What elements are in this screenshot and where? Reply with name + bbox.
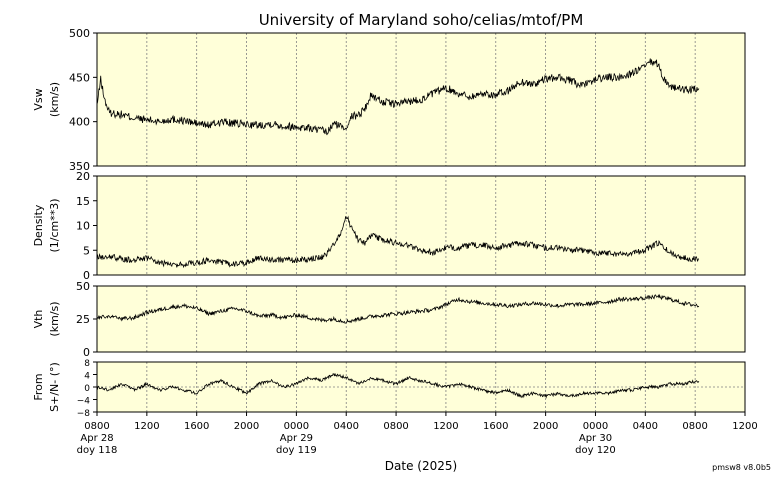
x-tick-label: 2000 [234, 421, 259, 432]
date-label: Apr 29 [280, 433, 313, 444]
x-tick-label: 0800 [84, 421, 109, 432]
panel-background [97, 33, 745, 166]
x-tick-label: 0000 [284, 421, 309, 432]
y-tick-label: 50 [76, 280, 90, 293]
y-tick-label: 0 [83, 346, 90, 359]
y-axis-label: (km/s) [48, 82, 61, 117]
x-tick-label: 0000 [583, 421, 608, 432]
x-tick-label: 1200 [433, 421, 458, 432]
x-tick-label: 1200 [134, 421, 159, 432]
y-tick-label: 8 [84, 359, 90, 369]
doy-label: doy 118 [77, 445, 118, 456]
y-tick-label: −8 [77, 409, 91, 419]
x-tick-label: 1600 [483, 421, 508, 432]
y-tick-label: 0 [83, 269, 90, 282]
x-tick-label: 0400 [633, 421, 658, 432]
data-trace [97, 215, 700, 269]
version-footer: pmsw8 v8.0b5 [712, 463, 771, 472]
x-tick-label: 0800 [383, 421, 408, 432]
y-axis-label: Vsw [32, 88, 45, 110]
panel-background [97, 286, 745, 352]
y-tick-label: 4 [84, 372, 90, 382]
y-tick-label: −4 [77, 397, 91, 407]
y-tick-label: 5 [83, 244, 90, 257]
y-tick-label: 25 [76, 313, 90, 326]
y-tick-label: 450 [69, 71, 90, 84]
x-axis: 0800 1200 1600 2000 0000 0400 0800 1200 1600 2000… [77, 412, 758, 456]
data-trace [96, 58, 700, 136]
date-label: Apr 30 [579, 433, 612, 444]
panel-frame [96, 32, 746, 167]
y-axis-label: Vth [32, 310, 45, 329]
x-tick-label: 2000 [533, 421, 558, 432]
data-trace [96, 373, 700, 399]
y-tick-label: 400 [69, 116, 90, 129]
panel-1: 350 400 450 500 Vsw (km/s) [32, 27, 746, 173]
y-tick-label: 15 [76, 195, 90, 208]
x-tick-label: 1600 [184, 421, 209, 432]
x-tick-label: 0400 [334, 421, 359, 432]
data-trace [96, 293, 700, 324]
panel-2: 0 5 10 15 20 Density (1/cm**3) [32, 170, 746, 282]
y-axis-label: (1/cm**3) [48, 198, 61, 252]
x-tick-label: 1200 [732, 421, 757, 432]
y-tick-label: 20 [76, 170, 90, 183]
y-axis-label: (km/s) [48, 301, 61, 336]
y-tick-label: 500 [69, 27, 90, 40]
y-axis-label: From [32, 373, 45, 400]
y-axis-label: S+/N- (°) [48, 362, 61, 412]
doy-label: doy 119 [276, 445, 317, 456]
chart-title: University of Maryland soho/celias/mtof/… [259, 11, 584, 29]
x-tick-label: 0800 [682, 421, 707, 432]
y-tick-label: 10 [76, 220, 90, 233]
doy-label: doy 120 [575, 445, 616, 456]
y-tick-label: 0 [84, 384, 90, 394]
panel-4: −8 −4 0 4 8 From S+/N- (°) [32, 359, 746, 419]
x-axis-label: Date (2025) [385, 459, 457, 473]
panel-3: 0 25 50 Vth (km/s) [32, 280, 746, 359]
y-axis-label: Density [32, 204, 45, 246]
panel-background [97, 176, 745, 275]
date-label: Apr 28 [80, 433, 113, 444]
y-tick-label: 350 [69, 160, 90, 173]
